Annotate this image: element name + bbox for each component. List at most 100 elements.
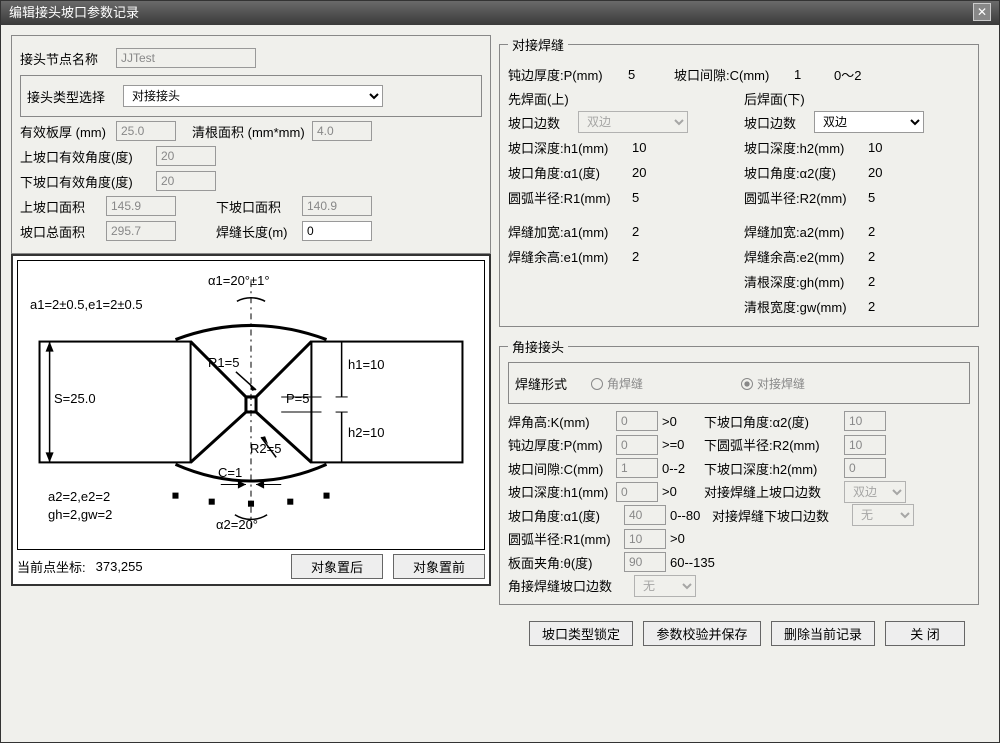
dim-a1: α1=20°±1° (208, 273, 270, 288)
fh2-label: 下坡口深度:h2(mm) (704, 459, 844, 478)
back-face-label: 后焊面(下) (744, 89, 970, 108)
r2-label: 圆弧半径:R2(mm) (744, 188, 864, 207)
down-angle-label: 下坡口有效角度(度) (20, 172, 156, 191)
total-area-label: 坡口总面积 (20, 222, 106, 241)
close-button[interactable]: 关 闭 (885, 621, 965, 646)
title-bar: 编辑接头坡口参数记录 ✕ (1, 1, 999, 25)
joint-type-select[interactable]: 对接接头 (123, 85, 383, 107)
r1-label: 圆弧半径:R1(mm) (508, 188, 628, 207)
p-value: 5 (624, 67, 674, 82)
diagram-panel: α1=20°±1° a1=2±0.5,e1=2±0.5 R1=5 h1=10 P… (11, 254, 491, 586)
p-label: 钝边厚度:P(mm) (508, 65, 624, 84)
fc-hint: 0--2 (658, 461, 704, 476)
dialog-window: 编辑接头坡口参数记录 ✕ 接头节点名称 接头类型选择 对接接头 (0, 0, 1000, 743)
c-value: 1 (790, 67, 830, 82)
dim-gh: gh=2,gw=2 (48, 507, 112, 522)
butt-up-select: 双边 (844, 481, 906, 503)
dim-h2: h2=10 (348, 425, 385, 440)
butt-weld-group: 对接焊缝 钝边厚度:P(mm) 5 坡口间隙:C(mm) 1 0～2 先焊面(上… (499, 35, 979, 327)
dim-a2: α2=20° (216, 517, 258, 532)
bring-front-button[interactable]: 对象置前 (393, 554, 485, 579)
front-face-label: 先焊面(上) (508, 89, 734, 108)
radio-butt: 对接焊缝 (741, 375, 805, 392)
dim-p: P=5 (286, 391, 310, 406)
fa2-label: 下坡口角度:α2(度) (704, 412, 844, 431)
h1-label: 坡口深度:h1(mm) (508, 138, 628, 157)
butt-down-label: 对接焊缝下坡口边数 (712, 506, 852, 525)
joint-name-label: 接头节点名称 (20, 49, 116, 68)
weld-len-label: 焊缝长度(m) (216, 222, 302, 241)
up-angle-input (156, 146, 216, 166)
gh-label: 清根深度:gh(mm) (744, 272, 864, 291)
h1-value: 10 (628, 140, 650, 155)
bottom-buttons: 坡口类型锁定 参数校验并保存 删除当前记录 关 闭 (499, 621, 979, 646)
weld-form-label: 焊缝形式 (515, 374, 591, 393)
cursor-label: 当前点坐标: (17, 557, 86, 576)
dim-h1: h1=10 (348, 357, 385, 372)
fr2-label: 下圆弧半径:R2(mm) (704, 435, 844, 454)
a2-value: 20 (864, 165, 886, 180)
gw-value: 2 (864, 299, 879, 314)
down-area-input (302, 196, 372, 216)
h2-value: 10 (864, 140, 886, 155)
up-angle-label: 上坡口有效角度(度) (20, 147, 156, 166)
save-button[interactable]: 参数校验并保存 (643, 621, 761, 646)
send-back-button[interactable]: 对象置后 (291, 554, 383, 579)
theta-input (624, 552, 666, 572)
fillet-group: 角接接头 焊缝形式 角焊缝 对接焊缝 焊角高:K(mm) >0 下坡口角度:α2… (499, 337, 979, 605)
close-icon[interactable]: ✕ (973, 3, 991, 21)
r1-value: 5 (628, 190, 643, 205)
fr1-label: 圆弧半径:R1(mm) (508, 529, 624, 548)
fr1-input (624, 529, 666, 549)
eff-thick-input (116, 121, 176, 141)
dim-ae1: a1=2±0.5,e1=2±0.5 (30, 297, 143, 312)
fp-input (616, 435, 658, 455)
theta-hint: 60--135 (666, 555, 726, 570)
dim-r1: R1=5 (208, 355, 239, 370)
root-area-label: 清根面积 (mm*mm) (192, 122, 312, 141)
fp-label: 钝边厚度:P(mm) (508, 435, 616, 454)
root-area-input (312, 121, 372, 141)
fa1-input (624, 505, 666, 525)
back-edges-select[interactable]: 双边 (814, 111, 924, 133)
k-hint: >0 (658, 414, 704, 429)
front-edges-label: 坡口边数 (508, 113, 578, 132)
fa1-hint: 0--80 (666, 508, 712, 523)
dim-c: C=1 (218, 465, 242, 480)
down-angle-input (156, 171, 216, 191)
butt-down-select: 无 (852, 504, 914, 526)
a1-value: 20 (628, 165, 650, 180)
wa1-label: 焊缝加宽:a1(mm) (508, 222, 628, 241)
c-range: 0～2 (830, 65, 865, 84)
lock-button[interactable]: 坡口类型锁定 (529, 621, 633, 646)
wa2-label: 焊缝加宽:a2(mm) (744, 222, 864, 241)
joint-type-label: 接头类型选择 (27, 87, 123, 106)
we1-value: 2 (628, 249, 643, 264)
groove-diagram: α1=20°±1° a1=2±0.5,e1=2±0.5 R1=5 h1=10 P… (17, 260, 485, 550)
delete-button[interactable]: 删除当前记录 (771, 621, 875, 646)
r2-value: 5 (864, 190, 879, 205)
window-title: 编辑接头坡口参数记录 (9, 1, 139, 25)
up-area-label: 上坡口面积 (20, 197, 106, 216)
radio-fillet: 角焊缝 (591, 375, 741, 392)
fh1-input (616, 482, 658, 502)
fh1-label: 坡口深度:h1(mm) (508, 482, 616, 501)
a1-label: 坡口角度:α1(度) (508, 163, 628, 182)
gw-label: 清根宽度:gw(mm) (744, 297, 864, 316)
c-label: 坡口间隙:C(mm) (674, 65, 790, 84)
we1-label: 焊缝余高:e1(mm) (508, 247, 628, 266)
fc-input (616, 458, 658, 478)
h2-label: 坡口深度:h2(mm) (744, 138, 864, 157)
cursor-value: 373,255 (96, 559, 143, 574)
weld-len-input[interactable] (302, 221, 372, 241)
right-panel: 对接焊缝 钝边厚度:P(mm) 5 坡口间隙:C(mm) 1 0～2 先焊面(上… (499, 35, 979, 646)
total-area-input (106, 221, 176, 241)
left-panel: 接头节点名称 接头类型选择 对接接头 有效板厚 (mm) 清根面积 (mm*mm… (11, 35, 491, 646)
butt-weld-legend: 对接焊缝 (508, 35, 568, 54)
fp-hint: >=0 (658, 437, 704, 452)
gh-value: 2 (864, 274, 879, 289)
k-label: 焊角高:K(mm) (508, 412, 616, 431)
front-edges-select: 双边 (578, 111, 688, 133)
down-area-label: 下坡口面积 (216, 197, 302, 216)
we2-label: 焊缝余高:e2(mm) (744, 247, 864, 266)
